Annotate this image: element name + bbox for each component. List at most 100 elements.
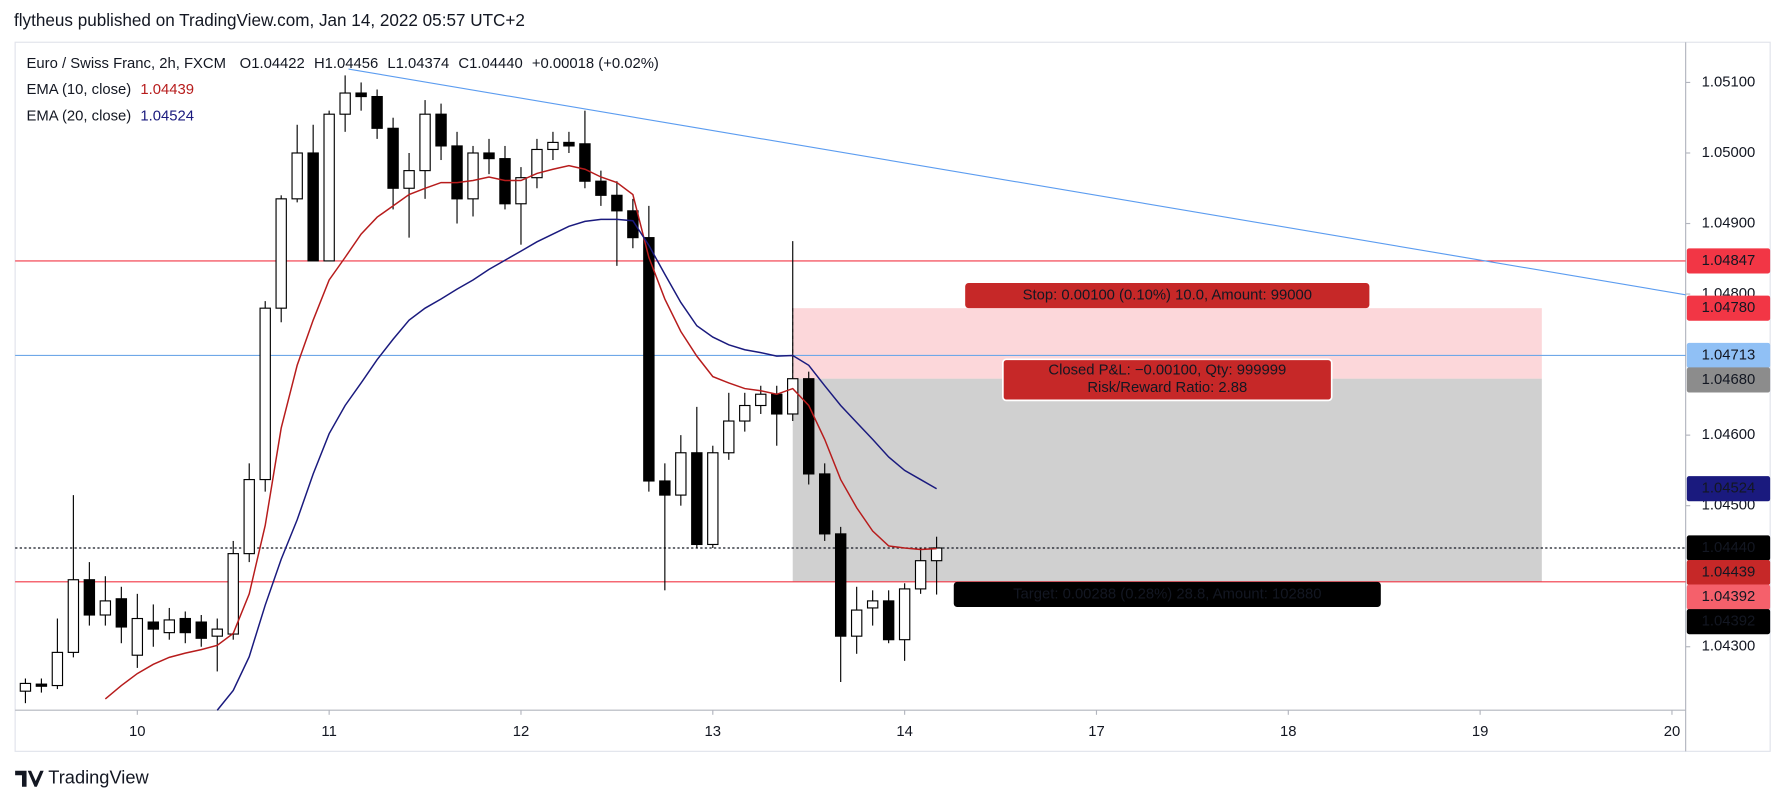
candle-body xyxy=(115,598,128,628)
candle-body xyxy=(211,628,223,637)
candle-body xyxy=(323,113,335,262)
candle-body xyxy=(834,533,847,637)
candle-body xyxy=(163,619,175,634)
price-badge-label: 1.04524 xyxy=(1702,481,1756,497)
candle-body xyxy=(387,127,399,189)
brand: TradingView xyxy=(48,767,149,788)
candle-body xyxy=(898,588,911,641)
stop-label: Stop: 0.00100 (0.10%) 10.0, Amount: 9900… xyxy=(1023,288,1312,304)
chart-frame xyxy=(14,41,1771,752)
target-zone xyxy=(792,378,1542,582)
price-badge xyxy=(1686,559,1771,586)
candle-body xyxy=(914,560,927,590)
ohlc-key: C xyxy=(458,56,469,72)
x-tick-label: 12 xyxy=(513,724,530,740)
legend-symbol: Euro / Swiss Franc, 2h, FXCM O1.04422 H1.0… xyxy=(27,56,659,72)
x-tick-label: 13 xyxy=(705,724,722,740)
candle-body xyxy=(691,452,703,546)
candle-body xyxy=(595,180,607,196)
target-label-box xyxy=(953,581,1381,607)
price-badge-label: 1.04847 xyxy=(1702,253,1756,269)
candle-body xyxy=(818,473,831,535)
legend-value: 1.04524 xyxy=(140,108,194,124)
candle-body xyxy=(339,92,351,115)
pnl-label-box xyxy=(1002,358,1333,402)
price-badge-label: 1.04713 xyxy=(1702,347,1756,363)
candle-body xyxy=(483,152,495,160)
candle-body xyxy=(627,210,639,239)
price-badge-label: 1.04780 xyxy=(1702,300,1756,316)
x-tick-label: 17 xyxy=(1088,724,1105,740)
legend-entry: EMA (20, close) 1.04524 xyxy=(27,108,194,124)
stop-label-box xyxy=(965,283,1370,309)
ema-line xyxy=(216,218,937,711)
candle-body xyxy=(435,113,447,147)
symbol: Euro / Swiss Franc, 2h, FXCM xyxy=(27,56,226,72)
ohlc-value: 1.04440 xyxy=(469,56,523,72)
x-tick-label: 11 xyxy=(321,724,336,740)
candle-body xyxy=(882,600,895,641)
change: +0.00018 (+0.02%) xyxy=(532,56,659,72)
candle-body xyxy=(99,600,112,616)
target-label: Target: 0.00288 (0.28%) 28.8, Amount: 10… xyxy=(1013,586,1321,602)
candle-body xyxy=(659,480,671,496)
ema-line xyxy=(104,164,937,700)
price-badge xyxy=(1686,248,1771,274)
candle-body xyxy=(707,452,719,546)
candle-body xyxy=(451,145,463,200)
candle-body xyxy=(131,617,144,656)
ohlc-key: L xyxy=(387,56,395,72)
price-badge-label: 1.04680 xyxy=(1702,372,1756,388)
price-badge-label: 1.04392 xyxy=(1702,589,1756,605)
candle-body xyxy=(35,683,48,687)
legend-entry: EMA (10, close) 1.04439 xyxy=(27,82,194,98)
candle-body xyxy=(787,378,799,415)
candle-body xyxy=(467,152,479,200)
candle-body xyxy=(643,237,655,482)
candle-body xyxy=(850,609,863,637)
candle-body xyxy=(243,479,255,555)
candle-body xyxy=(147,621,160,630)
candle-body xyxy=(307,152,319,262)
price-badge xyxy=(1686,295,1771,321)
candle-body xyxy=(371,95,383,129)
legend-value: 1.04439 xyxy=(140,82,194,98)
axes: 1.051001.050001.049001.048001.046001.045… xyxy=(129,74,1771,740)
price-badge xyxy=(1686,476,1771,502)
candle-body xyxy=(803,378,815,475)
footer-logo: TradingView xyxy=(15,767,150,788)
x-tick-label: 20 xyxy=(1664,724,1681,740)
price-badge-label: 1.04439 xyxy=(1702,564,1756,580)
candle-body xyxy=(515,177,527,205)
x-tick-label: 18 xyxy=(1280,724,1297,740)
legend: Euro / Swiss Franc, 2h, FXCM O1.04422 H1.0… xyxy=(27,56,659,125)
candle-body xyxy=(547,141,559,151)
candle-body xyxy=(19,682,32,692)
y-tick-label: 1.04900 xyxy=(1702,215,1756,231)
candle-body xyxy=(771,393,783,415)
y-tick-label: 1.05000 xyxy=(1702,145,1756,161)
plot: Stop: 0.00100 (0.10%) 10.0, Amount: 9900… xyxy=(15,68,1686,711)
candle-body xyxy=(195,621,207,639)
candle-body xyxy=(419,113,431,172)
price-badge xyxy=(1686,367,1771,393)
candle-body xyxy=(675,452,687,496)
trendline xyxy=(348,68,1686,296)
candle-body xyxy=(291,152,303,200)
price-badge-label: 1.04440 xyxy=(1702,540,1756,556)
candle-body xyxy=(611,194,623,212)
ohlc-key: H xyxy=(314,56,325,72)
legend-name: EMA (20, close) xyxy=(27,108,132,124)
ohlc-value: 1.04374 xyxy=(396,56,450,72)
price-badge-label: 1.04392 xyxy=(1702,614,1756,630)
candle-body xyxy=(83,579,96,616)
candle-body xyxy=(723,420,735,454)
legend-name: EMA (10, close) xyxy=(27,82,132,98)
candle-body xyxy=(355,92,367,98)
price-badge xyxy=(1686,535,1771,561)
logo-icon xyxy=(15,770,44,787)
candle-body xyxy=(179,617,191,634)
publish-header: flytheus published on TradingView.com, J… xyxy=(14,11,525,30)
y-tick-label: 1.05100 xyxy=(1702,74,1756,90)
